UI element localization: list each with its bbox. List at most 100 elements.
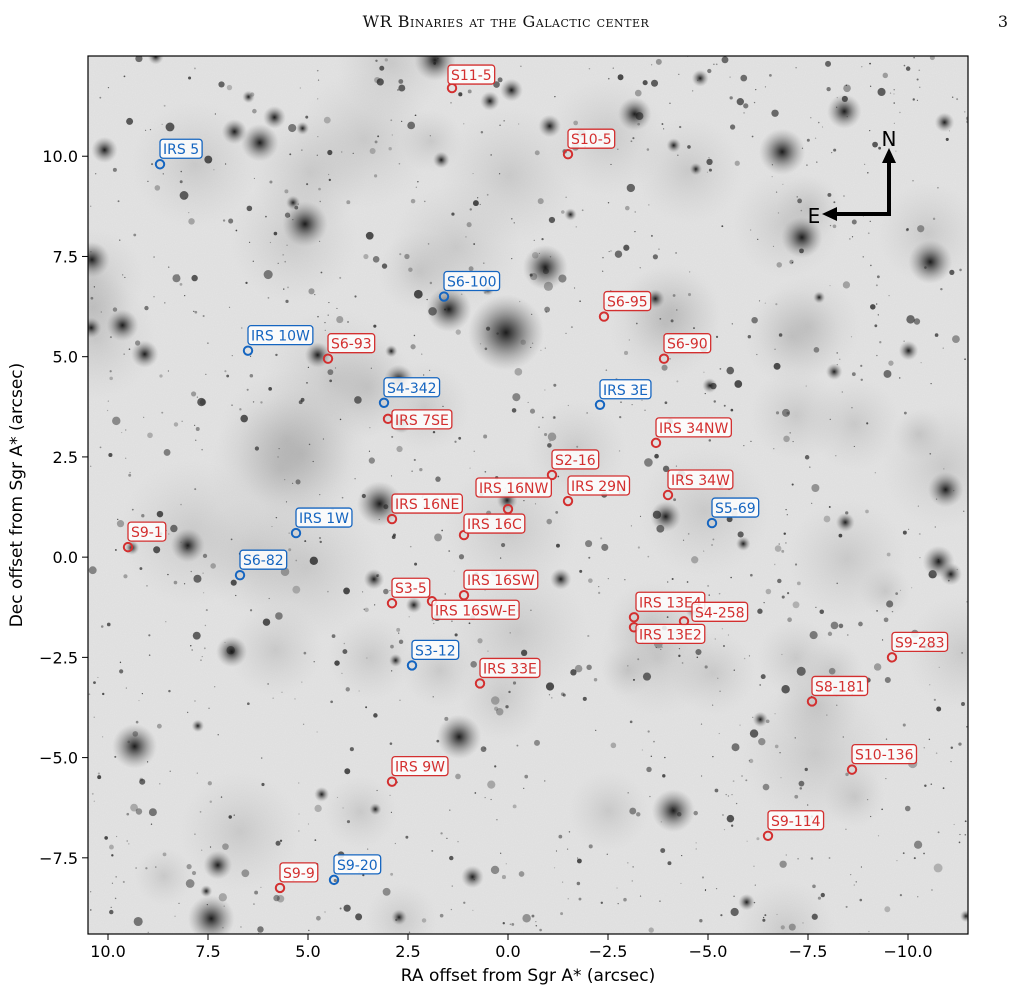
star — [817, 896, 822, 900]
star — [147, 931, 149, 933]
star — [450, 102, 452, 104]
star — [195, 427, 200, 431]
source-label-text: S9-1 — [131, 525, 163, 541]
star — [246, 205, 253, 212]
haze-blob — [439, 105, 579, 245]
star — [748, 655, 751, 657]
star — [553, 383, 557, 387]
star — [424, 200, 426, 203]
star — [727, 795, 730, 797]
star — [804, 455, 810, 460]
star — [539, 928, 542, 932]
source-label-box — [383, 377, 441, 398]
source-label: S9-9 — [279, 862, 319, 883]
haze-blob — [323, 775, 398, 849]
star — [932, 217, 936, 221]
star — [624, 579, 626, 581]
star — [102, 692, 105, 696]
star — [869, 130, 871, 132]
bright-star — [432, 151, 450, 169]
star — [153, 256, 155, 258]
star — [369, 147, 376, 154]
star — [891, 610, 894, 613]
star — [568, 831, 571, 833]
star — [316, 731, 318, 733]
star — [512, 804, 517, 809]
star — [899, 377, 901, 379]
star — [923, 852, 925, 855]
star — [843, 195, 845, 197]
source-label-box — [431, 599, 520, 620]
star — [193, 310, 195, 312]
star — [346, 200, 351, 205]
star — [567, 898, 569, 900]
star — [179, 180, 183, 184]
star — [377, 135, 380, 138]
star — [895, 150, 897, 152]
star — [291, 482, 294, 484]
star — [230, 538, 233, 541]
star — [548, 694, 551, 696]
star — [339, 276, 342, 279]
star — [823, 515, 831, 523]
source-label-text: S8-181 — [815, 679, 865, 695]
star — [680, 882, 682, 885]
star — [899, 589, 902, 592]
star — [369, 427, 371, 429]
star — [566, 848, 569, 850]
star — [267, 296, 270, 299]
source-label: IRS 16SW-E — [431, 599, 520, 620]
star — [707, 68, 712, 74]
star — [809, 631, 818, 640]
star — [496, 708, 504, 716]
star — [937, 186, 939, 189]
star — [773, 362, 781, 370]
star — [671, 577, 674, 581]
star — [739, 724, 741, 726]
star — [930, 383, 932, 385]
star — [121, 431, 123, 434]
bright-star — [759, 128, 806, 176]
star — [451, 620, 453, 623]
star — [239, 408, 242, 411]
source-label: IRS 3E — [599, 379, 652, 400]
star — [100, 625, 104, 628]
star — [700, 723, 703, 725]
star — [783, 532, 786, 535]
star — [505, 863, 507, 865]
compass-east-label: E — [808, 204, 821, 228]
star — [704, 392, 706, 395]
source-marker — [546, 469, 558, 481]
star — [376, 789, 378, 792]
star — [664, 756, 666, 759]
star — [918, 532, 921, 535]
star — [556, 543, 560, 548]
star — [917, 225, 925, 233]
star — [825, 60, 832, 67]
star — [828, 667, 836, 675]
star — [869, 220, 871, 222]
source-marker — [662, 489, 674, 501]
star — [734, 380, 743, 388]
star — [382, 887, 391, 896]
star — [917, 896, 919, 898]
star — [610, 742, 617, 749]
star — [512, 681, 517, 685]
star — [323, 116, 331, 124]
source-label-box — [663, 333, 712, 354]
source-label-box — [391, 755, 449, 777]
star — [797, 857, 799, 860]
compass-north-label: N — [882, 127, 897, 151]
star — [886, 600, 894, 608]
star — [429, 135, 431, 137]
star — [161, 411, 164, 414]
star — [408, 267, 413, 272]
star — [327, 149, 333, 156]
y-tick-label: 7.5 — [53, 247, 78, 266]
source-label-text: S5-69 — [715, 501, 756, 517]
star — [303, 651, 307, 655]
star — [903, 64, 906, 67]
star — [126, 840, 128, 842]
haze-blob — [233, 493, 382, 641]
star — [780, 777, 782, 779]
